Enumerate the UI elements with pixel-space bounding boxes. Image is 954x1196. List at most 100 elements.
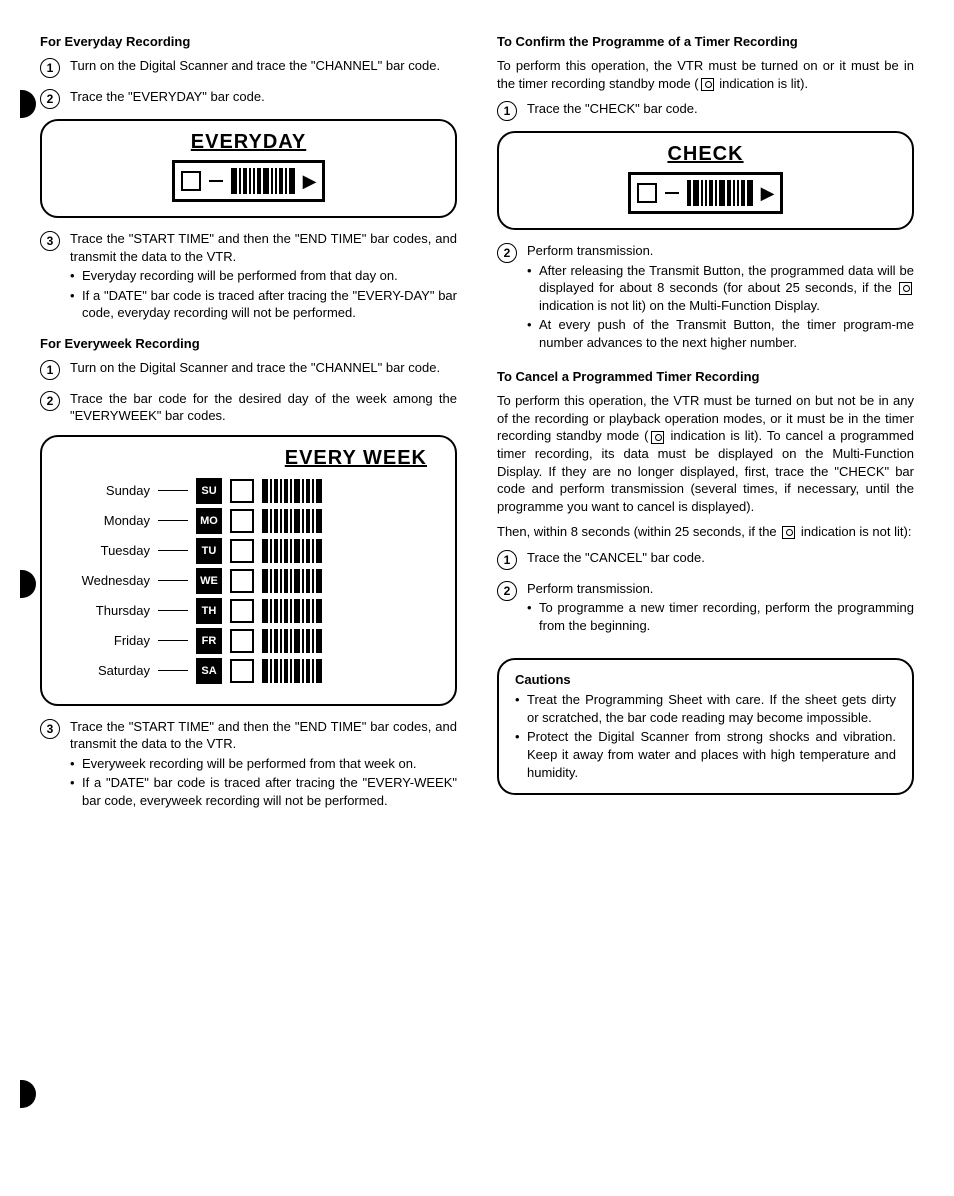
step-number-icon: 1 <box>40 360 60 380</box>
step-item: 2 Perform transmission. To programme a n… <box>497 580 914 635</box>
bullet-text: At every push of the Transmit Button, th… <box>527 316 914 351</box>
step-text: Trace the "CANCEL" bar code. <box>527 549 914 567</box>
page-tab-marker <box>20 570 36 598</box>
day-tag: TH <box>196 598 222 624</box>
barcode-stripes-icon <box>262 599 322 623</box>
page-tab-marker <box>20 90 36 118</box>
barcode-start-square-icon <box>230 569 254 593</box>
barcode-stripes-icon <box>262 479 322 503</box>
barcode-graphic: ▶ <box>172 160 326 202</box>
heading-everyday-recording: For Everyday Recording <box>40 34 457 49</box>
week-day-row: Friday FR <box>60 628 437 654</box>
everyday-barcode-panel: EVERYDAY ▶ <box>40 119 457 218</box>
cautions-heading: Cautions <box>515 672 896 687</box>
step-number-icon: 1 <box>40 58 60 78</box>
step-item: 1 Turn on the Digital Scanner and trace … <box>40 359 457 380</box>
step-text: Trace the "START TIME" and then the "END… <box>70 718 457 810</box>
step-item: 2 Trace the bar code for the desired day… <box>40 390 457 425</box>
cautions-panel: Cautions Treat the Programming Sheet wit… <box>497 658 914 795</box>
right-column: To Confirm the Programme of a Timer Reco… <box>497 30 914 820</box>
barcode-start-square-icon <box>181 171 201 191</box>
step-number-icon: 1 <box>497 550 517 570</box>
step-item: 1 Turn on the Digital Scanner and trace … <box>40 57 457 78</box>
panel-title: EVERYDAY <box>56 131 441 154</box>
body-text: To perform this operation, the VTR must … <box>497 392 914 515</box>
step-number-icon: 2 <box>40 391 60 411</box>
leader-line-icon <box>158 490 188 491</box>
bullet-text: If a "DATE" bar code is traced after tra… <box>70 287 457 322</box>
day-label: Sunday <box>60 483 150 498</box>
body-text: Then, within 8 seconds (within 25 second… <box>497 523 914 541</box>
step-main-text: Trace the "START TIME" and then the "END… <box>70 719 457 752</box>
day-label: Saturday <box>60 663 150 678</box>
step-item: 3 Trace the "START TIME" and then the "E… <box>40 718 457 810</box>
step-item: 1 Trace the "CANCEL" bar code. <box>497 549 914 570</box>
step-item: 3 Trace the "START TIME" and then the "E… <box>40 230 457 322</box>
page-content: For Everyday Recording 1 Turn on the Dig… <box>40 30 914 820</box>
heading-cancel-programme: To Cancel a Programmed Timer Recording <box>497 369 914 384</box>
day-label: Tuesday <box>60 543 150 558</box>
barcode-start-square-icon <box>230 539 254 563</box>
barcode-start-square-icon <box>637 183 657 203</box>
left-column: For Everyday Recording 1 Turn on the Dig… <box>40 30 457 820</box>
step-text: Turn on the Digital Scanner and trace th… <box>70 57 457 75</box>
leader-line-icon <box>158 550 188 551</box>
barcode-stripes-icon <box>262 659 322 683</box>
barcode-graphic: ▶ <box>628 172 784 214</box>
day-label: Wednesday <box>60 573 150 588</box>
barcode-stripes-icon <box>262 509 322 533</box>
step-number-icon: 1 <box>497 101 517 121</box>
day-tag: TU <box>196 538 222 564</box>
timer-indicator-icon <box>782 526 795 539</box>
day-tag: MO <box>196 508 222 534</box>
barcode-start-square-icon <box>230 599 254 623</box>
step-main-text: Perform transmission. <box>527 581 653 596</box>
week-day-row: Thursday TH <box>60 598 437 624</box>
day-label: Thursday <box>60 603 150 618</box>
step-number-icon: 2 <box>497 243 517 263</box>
barcode-stripes-icon <box>231 168 295 194</box>
heading-everyweek-recording: For Everyweek Recording <box>40 336 457 351</box>
timer-indicator-icon <box>701 78 714 91</box>
arrow-right-icon: ▶ <box>303 172 317 190</box>
week-day-row: Saturday SA <box>60 658 437 684</box>
timer-indicator-icon <box>899 282 912 295</box>
day-tag: SA <box>196 658 222 684</box>
bullet-text: Everyweek recording will be performed fr… <box>70 755 457 773</box>
step-text: Perform transmission. After releasing th… <box>527 242 914 351</box>
leader-line-icon <box>158 610 188 611</box>
step-text: Turn on the Digital Scanner and trace th… <box>70 359 457 377</box>
step-item: 2 Perform transmission. After releasing … <box>497 242 914 351</box>
step-number-icon: 3 <box>40 231 60 251</box>
heading-confirm-programme: To Confirm the Programme of a Timer Reco… <box>497 34 914 49</box>
barcode-stripes-icon <box>262 629 322 653</box>
step-number-icon: 2 <box>40 89 60 109</box>
day-tag: WE <box>196 568 222 594</box>
week-day-row: Wednesday WE <box>60 568 437 594</box>
day-label: Monday <box>60 513 150 528</box>
timer-indicator-icon <box>651 431 664 444</box>
caution-text: Protect the Digital Scanner from strong … <box>515 728 896 781</box>
check-barcode-panel: CHECK ▶ <box>497 131 914 230</box>
barcode-stripes-icon <box>687 180 753 206</box>
week-day-row: Monday MO <box>60 508 437 534</box>
step-main-text: Perform transmission. <box>527 243 653 258</box>
barcode-start-square-icon <box>230 659 254 683</box>
step-item: 2 Trace the "EVERYDAY" bar code. <box>40 88 457 109</box>
step-text: Trace the "EVERYDAY" bar code. <box>70 88 457 106</box>
step-text: Trace the "START TIME" and then the "END… <box>70 230 457 322</box>
day-label: Friday <box>60 633 150 648</box>
day-tag: SU <box>196 478 222 504</box>
step-main-text: Trace the "START TIME" and then the "END… <box>70 231 457 264</box>
leader-line-icon <box>158 640 188 641</box>
panel-title: CHECK <box>513 143 898 166</box>
barcode-start-square-icon <box>230 629 254 653</box>
bullet-text: If a "DATE" bar code is traced after tra… <box>70 774 457 809</box>
leader-line-icon <box>158 520 188 521</box>
everyweek-barcode-panel: EVERY WEEK SundaySUMondayMOTuesdayTUWedn… <box>40 435 457 706</box>
leader-line-icon <box>158 670 188 671</box>
step-text: Trace the bar code for the desired day o… <box>70 390 457 425</box>
arrow-right-icon: ▶ <box>761 184 775 202</box>
day-tag: FR <box>196 628 222 654</box>
bullet-text: To programme a new timer recording, perf… <box>527 599 914 634</box>
